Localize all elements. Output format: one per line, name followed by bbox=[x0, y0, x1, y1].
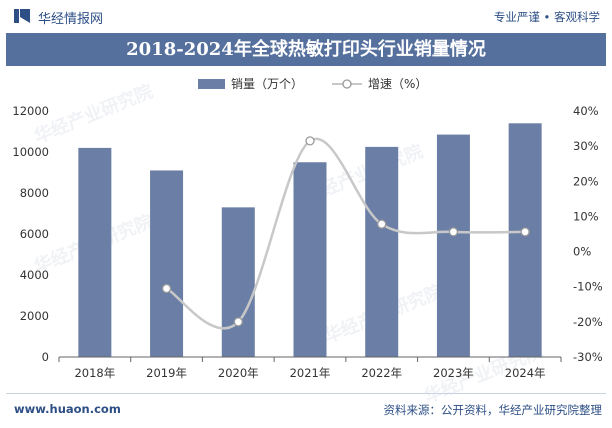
x-axis-tick-label: 2019年 bbox=[146, 366, 187, 380]
growth-point bbox=[448, 227, 459, 237]
right-axis-tick-label: 30% bbox=[573, 139, 599, 153]
right-axis-tick-label: 40% bbox=[573, 104, 599, 118]
bar bbox=[78, 147, 112, 357]
bar-series bbox=[78, 123, 542, 357]
left-axis-tick-label: 12000 bbox=[12, 104, 49, 118]
left-axis-tick-label: 0 bbox=[42, 350, 49, 364]
x-axis-tick-label: 2023年 bbox=[433, 366, 474, 380]
growth-point bbox=[305, 136, 315, 146]
x-axis: 2018年 2019年 2020年 2021年 2022年 2023年 2024年 bbox=[58, 356, 562, 380]
right-axis-tick-label: -30% bbox=[573, 350, 603, 364]
right-axis-tick-label: 0% bbox=[573, 245, 591, 259]
brand-name: 华经情报网 bbox=[38, 12, 104, 27]
left-axis-tick-label: 2000 bbox=[20, 309, 49, 323]
chart-title: 2018-2024年全球热敏打印头行业销量情况 bbox=[6, 33, 606, 66]
footer-source: 资料来源：公开资料，华经产业研究院整理 bbox=[383, 403, 603, 417]
bar bbox=[150, 170, 184, 357]
growth-point bbox=[377, 219, 387, 229]
right-axis-tick-label: -20% bbox=[573, 315, 603, 329]
footer-divider bbox=[6, 393, 606, 394]
left-axis-tick-label: 4000 bbox=[20, 268, 49, 282]
bar bbox=[221, 207, 255, 357]
left-axis-tick-label: 6000 bbox=[20, 227, 49, 241]
chart-legend: 销量（万个） 增速（%） bbox=[198, 77, 427, 91]
x-axis-tick-label: 2021年 bbox=[290, 366, 331, 380]
x-axis-tick-label: 2020年 bbox=[218, 366, 259, 380]
right-y-axis: -30% -20% -10% 0% 10% 20% 30% 40% bbox=[573, 104, 603, 364]
right-axis-tick-label: 10% bbox=[573, 209, 599, 223]
legend-swatch-bar bbox=[198, 79, 225, 89]
legend-label-bar: 销量（万个） bbox=[231, 77, 303, 91]
left-axis-tick-label: 10000 bbox=[12, 145, 49, 159]
right-axis-tick-label: -10% bbox=[573, 280, 603, 294]
x-axis-tick-label: 2022年 bbox=[361, 366, 402, 380]
bar bbox=[508, 123, 542, 357]
legend-label-line: 增速（%） bbox=[368, 77, 427, 91]
brand-tagline: 专业严谨 • 客观科学 bbox=[493, 10, 600, 24]
line-series bbox=[161, 136, 530, 330]
growth-line bbox=[165, 137, 526, 330]
brand-logo-icon bbox=[14, 9, 30, 23]
sales-chart: 销量（万个） 增速（%） 020004000600080001000012000 … bbox=[12, 77, 603, 380]
growth-point bbox=[233, 317, 243, 327]
right-axis-tick-label: 20% bbox=[573, 174, 599, 188]
top-bar: 华经情报网 专业严谨 • 客观科学 bbox=[0, 0, 612, 32]
left-y-axis: 0 2000 4000 6000 8000 10000 12000 bbox=[12, 104, 49, 364]
left-axis-tick-label: 8000 bbox=[20, 186, 49, 200]
growth-point bbox=[161, 283, 172, 294]
growth-point bbox=[520, 227, 530, 237]
bar bbox=[365, 146, 399, 357]
footer-site-link[interactable]: www.huaon.com bbox=[14, 402, 121, 416]
x-axis-tick-label: 2024年 bbox=[505, 366, 546, 380]
bar bbox=[436, 134, 470, 357]
x-axis-tick-label: 2018年 bbox=[74, 366, 115, 380]
bar bbox=[293, 162, 327, 357]
legend-marker-line bbox=[342, 79, 352, 89]
